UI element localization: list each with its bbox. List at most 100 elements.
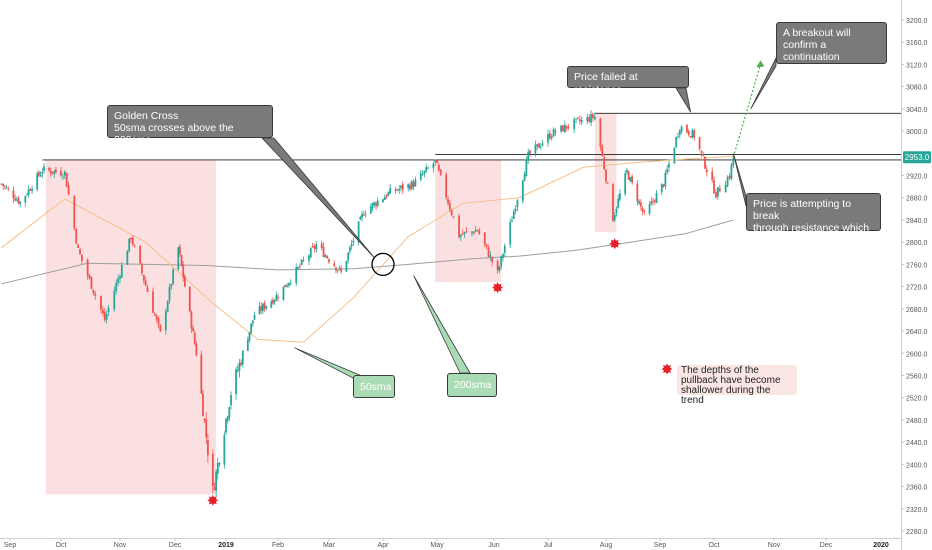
y-tick-label: 2440.0 <box>906 440 928 447</box>
candle-body <box>409 184 411 190</box>
projection-arrowhead <box>756 60 765 68</box>
x-tick-label: Jun <box>488 542 499 549</box>
candle-body <box>577 117 579 119</box>
x-tick-label: 2020 <box>873 542 889 549</box>
sma-50-line <box>1 155 734 343</box>
candle-body <box>636 183 639 202</box>
candle-body <box>396 189 399 191</box>
candle-body <box>364 213 367 215</box>
pullback-low-marker <box>609 238 621 250</box>
y-tick-label: 2880.0 <box>906 196 928 203</box>
candle-body <box>562 125 564 132</box>
candle-body <box>700 150 703 154</box>
pullback-zone <box>435 159 502 283</box>
candle-body <box>434 159 437 163</box>
candle-body <box>689 136 692 138</box>
candle-body <box>660 183 663 193</box>
sma-200-line <box>1 219 734 285</box>
candle-body <box>203 418 206 421</box>
x-tick-label: Oct <box>709 542 720 549</box>
candle-body <box>691 130 694 138</box>
resistance-lines <box>42 112 901 161</box>
candle-body <box>41 172 44 174</box>
candle-body <box>211 453 214 487</box>
candle-body <box>63 171 66 176</box>
candle-body <box>664 172 667 187</box>
candle-body <box>407 184 410 189</box>
candle-body <box>90 276 93 289</box>
sma200-callout: 200sma <box>447 373 497 397</box>
candle-body <box>225 418 227 433</box>
x-tick-label: May <box>430 542 444 549</box>
candle-body <box>49 170 52 174</box>
candle-body <box>65 172 68 187</box>
candle-body <box>382 199 384 203</box>
candle-body <box>638 201 640 204</box>
price-axis[interactable]: 3200.0 3160.0 3120.0 3080.0 3040.0 3000.0 2920… <box>901 0 928 550</box>
candle-body <box>172 269 175 284</box>
golden-cross-callout: Golden Cross 50sma crosses above the 200… <box>107 105 273 146</box>
candle-body <box>419 173 422 180</box>
candle-body <box>152 291 154 313</box>
candle-body <box>357 221 360 243</box>
candle-body <box>81 254 83 261</box>
candle-body <box>552 129 555 137</box>
candle-body <box>180 254 183 266</box>
candle-body <box>338 267 341 269</box>
resistance-attempt-callout: Price is attempting to break through res… <box>746 193 881 246</box>
candle-body <box>500 256 503 267</box>
failed-resistance-callout: Price failed at resistance <box>567 66 689 96</box>
callout-pointers <box>261 57 777 379</box>
sma50-callout: 50sma <box>353 375 395 398</box>
shallower-pullbacks-note: The depths of the pullback have become s… <box>677 365 797 406</box>
candle-body <box>573 119 576 130</box>
candle-body <box>168 287 171 301</box>
candle-body <box>593 116 596 120</box>
candle-body <box>668 163 670 168</box>
candle-body <box>223 435 226 465</box>
candle-body <box>333 263 336 267</box>
candle-body <box>389 187 392 194</box>
candle-body <box>565 125 568 129</box>
candles <box>0 110 735 499</box>
candle-body <box>17 197 20 204</box>
candle-body <box>265 306 268 309</box>
candle-body <box>677 136 679 138</box>
y-tick-label: 2400.0 <box>906 462 928 469</box>
candle-body <box>146 286 149 293</box>
candle-body <box>538 143 540 148</box>
candle-body <box>92 289 95 293</box>
candle-body <box>328 259 330 262</box>
candle-body <box>606 182 609 184</box>
candle-body <box>536 144 539 147</box>
candle-body <box>680 126 683 132</box>
candle-body <box>126 251 129 265</box>
candle-body <box>288 282 290 286</box>
x-tick-label: Sep <box>4 542 17 549</box>
candle-body <box>253 315 256 320</box>
candle-body <box>241 350 244 365</box>
candle-body <box>94 293 97 296</box>
candle-body <box>730 164 733 179</box>
candle-body <box>624 173 627 194</box>
candle-body <box>322 246 325 257</box>
candle-body <box>313 246 316 249</box>
candle-body <box>398 188 401 191</box>
resistance-attempt-pointer <box>732 153 747 207</box>
y-tick-label: 2640.0 <box>906 329 928 336</box>
candle-body <box>4 186 6 188</box>
candle-body <box>347 252 350 261</box>
candle-body <box>101 309 104 314</box>
candle-body <box>361 213 363 218</box>
candle-body <box>141 264 143 274</box>
y-tick-label: 2680.0 <box>906 307 928 314</box>
breakout-projection <box>732 64 762 158</box>
time-axis[interactable]: Sep Oct Nov Dec 2019 Feb Mar Apr May Jun Jul Aug Sep… <box>0 538 901 549</box>
y-tick-label: 2720.0 <box>906 285 928 292</box>
candle-body <box>218 462 221 465</box>
candle-body <box>498 266 501 271</box>
candle-body <box>675 137 678 147</box>
candle-body <box>275 295 278 301</box>
candle-body <box>326 256 329 259</box>
